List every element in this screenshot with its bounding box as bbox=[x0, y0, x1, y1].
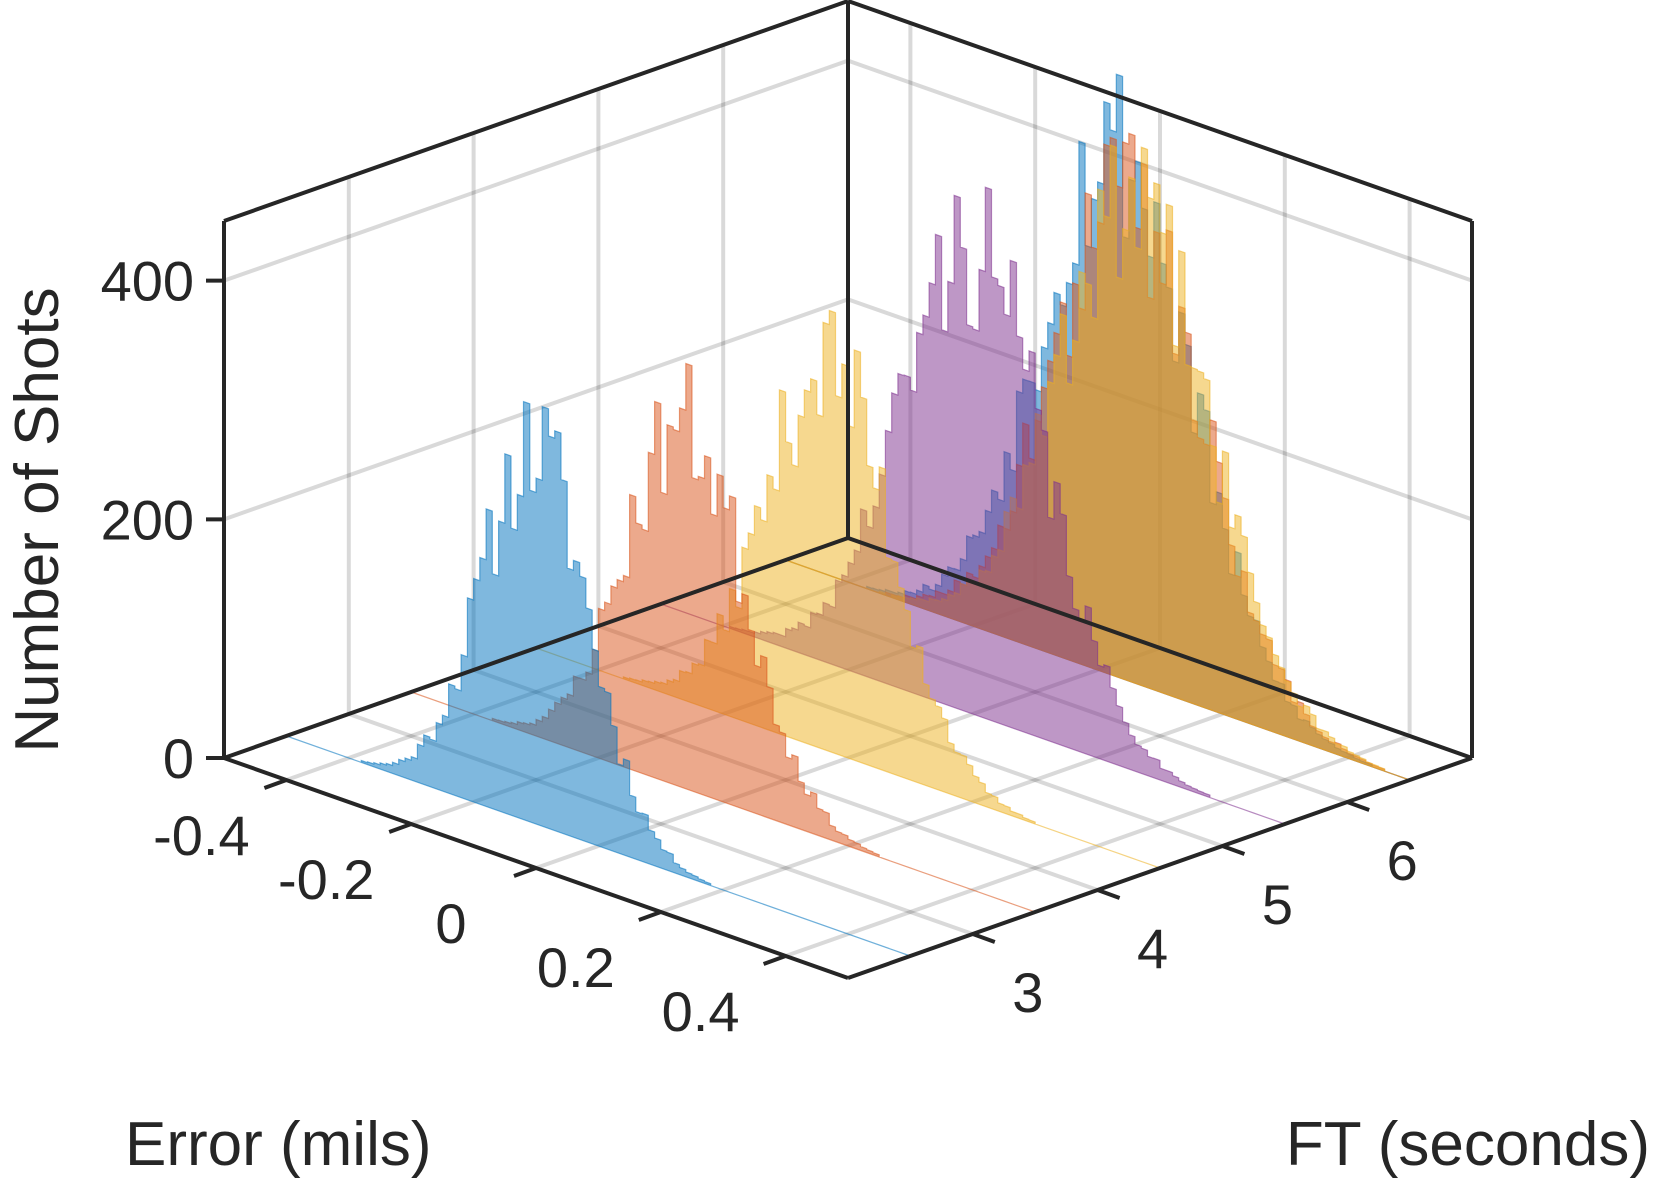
x-tick-mark bbox=[388, 822, 412, 834]
z-tick-label: 400 bbox=[101, 250, 194, 313]
y-tick-label: 4 bbox=[1137, 917, 1168, 980]
z-axis-label: Number of Shots bbox=[3, 287, 72, 752]
x-axis-label: Error (mils) bbox=[125, 1110, 432, 1179]
x-tick-label: 0.2 bbox=[537, 936, 615, 999]
gridline-z-leftwall bbox=[223, 58, 849, 283]
y-tick-mark bbox=[1221, 844, 1246, 856]
bars-layer bbox=[286, 73, 1410, 957]
x-tick-label: 0.4 bbox=[662, 980, 740, 1043]
floor-back-edge-x bbox=[847, 536, 1473, 760]
top-edge-left bbox=[223, 0, 849, 223]
histogram-series-ft-2.5 bbox=[286, 400, 911, 957]
x-tick-label: -0.2 bbox=[278, 848, 375, 911]
x-tick-label: -0.4 bbox=[153, 804, 250, 867]
gridline-z-leftwall bbox=[223, 297, 849, 522]
top-edge-right bbox=[847, 0, 1473, 223]
floor-back-edge-y bbox=[223, 536, 849, 760]
y-tick-mark bbox=[1096, 888, 1121, 900]
z-tick-label: 0 bbox=[163, 727, 194, 790]
y-tick-mark bbox=[1346, 800, 1370, 812]
x-tick-label: 0 bbox=[435, 892, 466, 955]
z-tick-label: 200 bbox=[101, 488, 194, 551]
x-tick-mark bbox=[263, 778, 288, 790]
ticks-layer: -0.4 -0.2 0 0.2 0.4 3 4 5 6 0 200 400 bbox=[101, 250, 1418, 1043]
y-tick-label: 6 bbox=[1387, 829, 1418, 892]
y-axis-label: FT (seconds) bbox=[1286, 1110, 1650, 1179]
x-tick-mark bbox=[638, 910, 662, 922]
x-tick-mark bbox=[513, 866, 537, 878]
gridline-z-rightwall bbox=[847, 58, 1473, 283]
x-tick-mark bbox=[762, 954, 787, 966]
y-tick-label: 5 bbox=[1262, 873, 1293, 936]
y-tick-label: 3 bbox=[1012, 961, 1043, 1024]
axis-y-front-edge bbox=[847, 756, 1473, 980]
y-tick-mark bbox=[972, 932, 996, 944]
